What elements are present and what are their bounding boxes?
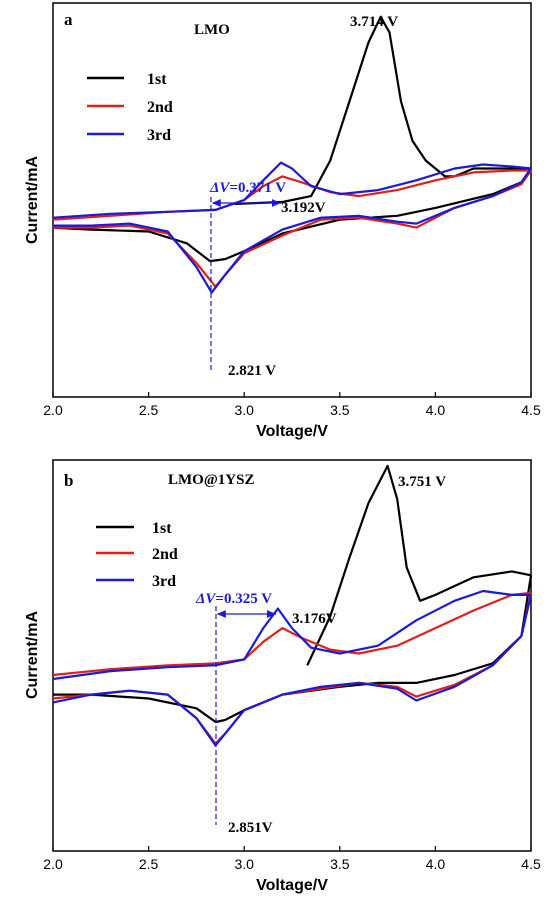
series-1st-anodic-line-a (234, 15, 531, 205)
series-curves-b (52, 464, 533, 747)
x-axis-title-b: Voltage/V (256, 877, 328, 894)
x-tick-label-b-5: 4.5 (521, 856, 541, 872)
panel-label-a: a (64, 10, 73, 29)
x-axis-ticks-b: 2.0 2.5 3.0 3.5 4.0 4.5 (43, 846, 541, 872)
x-tick-label-a-0: 2.0 (43, 402, 63, 418)
x-tick-label-b-1: 2.5 (139, 856, 159, 872)
peak-label-3rd-b: 3.176V (292, 611, 337, 627)
series-3rd-cathodic-line-b (52, 594, 533, 747)
series-2nd-cathodic-line-a (53, 169, 532, 288)
series-3rd-anodic-line-b (52, 589, 531, 681)
series-3rd-cathodic-line-a (53, 167, 532, 294)
chart-title-a: LMO (194, 22, 230, 38)
legend-label-1st-b: 1st (152, 520, 172, 537)
panel-a: a LMO Voltage/V Current/mA 2.0 2.5 3.0 3.5 4… (24, 2, 541, 440)
x-tick-label-a-4: 4.0 (426, 402, 446, 418)
y-axis-title-a: Current/mA (24, 156, 41, 244)
series-1st-anodic-line-b (306, 464, 532, 666)
x-tick-label-b-3: 3.5 (330, 856, 350, 872)
series-1st-cathodic-line-b (53, 575, 533, 724)
legend-label-1st-a: 1st (147, 71, 167, 88)
peak-label-1st-b: 3.751 V (398, 474, 446, 490)
peak-label-1st-a: 3.714 V (350, 14, 398, 30)
x-tick-label-a-1: 2.5 (139, 402, 159, 418)
legend-label-2nd-b: 2nd (152, 546, 178, 563)
x-tick-label-a-2: 3.0 (234, 402, 254, 418)
legend-b: 1st 2nd 3rd (96, 520, 178, 590)
plot-frame-b (52, 459, 532, 852)
legend-label-3rd-b: 3rd (152, 573, 176, 590)
series-2nd-anodic-line-b (52, 591, 532, 677)
panel-label-b: b (64, 471, 73, 490)
x-axis-ticks-a: 2.0 2.5 3.0 3.5 4.0 4.5 (43, 392, 541, 418)
delta-v-annotation-b: ΔV=0.325 V (195, 591, 276, 825)
plot-frame-a (52, 2, 532, 398)
series-1st-cathodic-line-a (52, 167, 532, 263)
legend-label-3rd-a: 3rd (147, 127, 171, 144)
valley-label-b: 2.851V (228, 820, 273, 836)
series-3rd-anodic-line-a (52, 161, 532, 219)
x-tick-label-a-3: 3.5 (330, 402, 350, 418)
series-curves-a (52, 15, 532, 294)
panel-b: b LMO@1YSZ Voltage/V Current/mA 2.0 2.5 3.… (24, 459, 541, 894)
valley-label-a: 2.821 V (228, 363, 276, 379)
chart-title-b: LMO@1YSZ (168, 472, 254, 488)
delta-v-annotation-a: ΔV=0.371 V (209, 180, 286, 372)
legend-label-2nd-a: 2nd (147, 99, 173, 116)
x-tick-label-b-4: 4.0 (426, 856, 446, 872)
x-tick-label-a-5: 4.5 (521, 402, 541, 418)
x-axis-title-a: Voltage/V (256, 423, 328, 440)
delta-v-label-a: ΔV=0.371 V (209, 180, 286, 196)
y-axis-title-b: Current/mA (24, 611, 41, 699)
delta-v-label-b: ΔV=0.325 V (195, 591, 272, 607)
legend-a: 1st 2nd 3rd (87, 71, 173, 144)
x-tick-label-b-0: 2.0 (43, 856, 63, 872)
x-tick-label-b-2: 3.0 (234, 856, 254, 872)
peak-label-3rd-a: 3.192V (281, 200, 326, 216)
